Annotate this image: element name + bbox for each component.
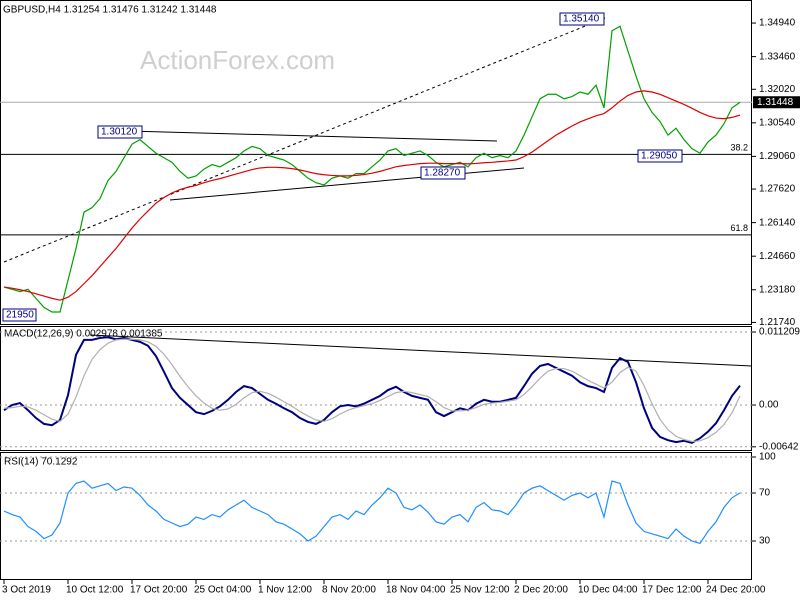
y-tick-label: 1.34940 <box>759 18 796 29</box>
annotation: 1.30120 <box>101 127 138 138</box>
trend-line <box>127 130 498 142</box>
x-tick-label: 24 Dec 20:00 <box>706 585 766 596</box>
rsi-title: RSI(14) 70.1292 <box>4 457 78 468</box>
annotation-box <box>637 149 683 163</box>
x-tick-label: 25 Nov 12:00 <box>450 585 510 596</box>
y-tick-label: 1.21740 <box>759 317 796 328</box>
x-tick-label: 10 Dec 04:00 <box>578 585 638 596</box>
macd-title: MACD(12,26,9) 0.002978 0.001385 <box>4 329 163 340</box>
x-tick-label: 17 Oct 20:00 <box>130 585 188 596</box>
series-line <box>3 338 741 443</box>
series-line <box>3 25 741 313</box>
last-price-box <box>753 96 800 109</box>
macd-panel <box>0 326 752 451</box>
annotation: 21950 <box>6 310 34 321</box>
trend-line <box>3 17 606 263</box>
y-tick-label: 1.27620 <box>759 184 796 195</box>
rsi-panel <box>0 452 752 580</box>
series-line <box>3 336 741 444</box>
fib-label: 61.8 <box>730 223 748 233</box>
x-tick-label: 25 Oct 04:00 <box>194 585 252 596</box>
watermark: ActionForex.com <box>140 45 335 75</box>
y-tick-label: 70 <box>759 488 771 499</box>
annotation: 1.28270 <box>424 168 461 179</box>
x-tick-label: 2 Dec 20:00 <box>514 585 568 596</box>
y-tick-label: 1.24660 <box>759 251 796 262</box>
y-tick-label: 0.00 <box>759 400 779 411</box>
annotation-box <box>559 12 605 26</box>
annotation-box <box>420 166 466 180</box>
x-tick-label: 1 Nov 12:00 <box>258 585 312 596</box>
chart-title: GBPUSD,H4 1.31254 1.31476 1.31242 1.3144… <box>3 5 217 16</box>
annotation: 1.35140 <box>563 14 600 25</box>
series-line <box>3 480 741 545</box>
y-tick-label: 1.29060 <box>759 151 796 162</box>
y-tick-label: -0.00642 <box>759 441 799 452</box>
y-tick-label: 1.23180 <box>759 284 796 295</box>
y-tick-label: 100 <box>759 452 776 463</box>
x-tick-label: 18 Nov 04:00 <box>386 585 446 596</box>
price-panel <box>0 0 752 325</box>
y-tick-label: 1.30540 <box>759 117 796 128</box>
x-tick-label: 17 Dec 12:00 <box>642 585 702 596</box>
y-tick-label: 1.26140 <box>759 217 796 228</box>
fib-label: 38.2 <box>730 143 748 153</box>
y-tick-label: 1.32020 <box>759 84 796 95</box>
x-tick-label: 8 Nov 20:00 <box>322 585 376 596</box>
series-line <box>3 90 741 301</box>
trend-line <box>89 334 753 367</box>
last-price-label: 1.31448 <box>757 97 794 108</box>
y-tick-label: 0.011209 <box>759 327 800 338</box>
annotation-box <box>2 308 37 322</box>
x-tick-label: 3 Oct 2019 <box>2 585 51 596</box>
annotation-box <box>97 125 143 139</box>
x-tick-label: 10 Oct 12:00 <box>66 585 124 596</box>
annotation: 1.29050 <box>641 151 678 162</box>
y-tick-label: 1.33460 <box>759 51 796 62</box>
y-tick-label: 30 <box>759 536 771 547</box>
